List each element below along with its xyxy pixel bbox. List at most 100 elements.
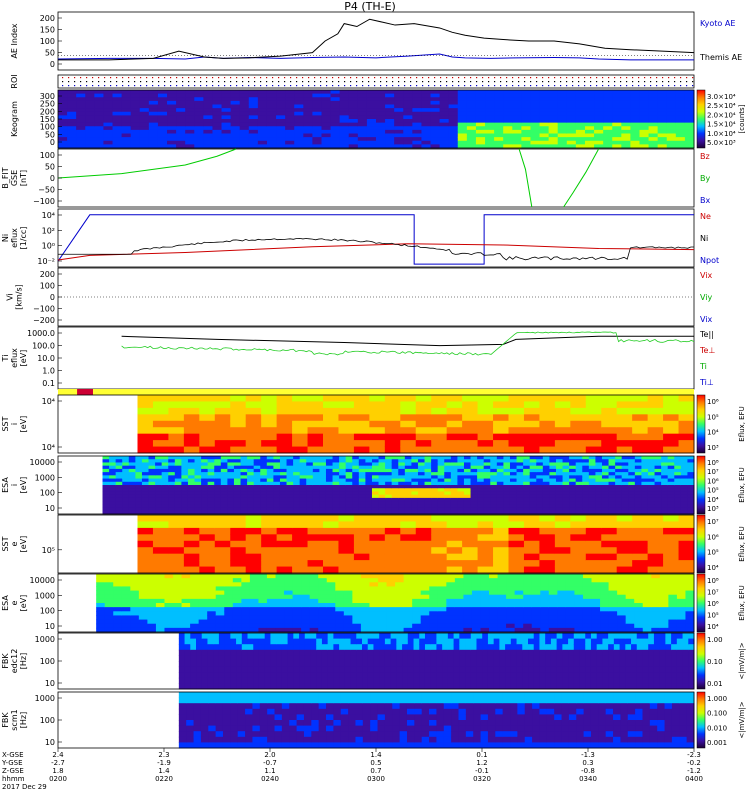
esa-i-cell: [293, 459, 301, 463]
esa-i-cell: [148, 478, 156, 483]
esa-i-cell: [536, 485, 544, 489]
sst-i-cell: [570, 446, 587, 454]
keogram-cell: [594, 93, 604, 98]
esa-e-cell: [266, 615, 277, 621]
keogram-cell: [412, 129, 422, 134]
esa-i-cell: [378, 504, 386, 509]
esa-i-cell: [615, 488, 623, 492]
sst-e-cell: [523, 547, 540, 555]
roi-dot: [380, 81, 382, 83]
esa-e-cell: [326, 607, 336, 612]
keogram-cell: [257, 144, 268, 149]
bfield-panel: [57, 148, 695, 208]
esa-e-cell: [258, 598, 268, 604]
esa-i-cell: [109, 488, 117, 492]
keogram-cell: [357, 111, 368, 116]
sst-e-cell: [477, 521, 494, 529]
keogram-cell: [630, 133, 640, 138]
esa-i-cell: [661, 494, 669, 499]
sst-i-cell: [400, 446, 417, 454]
esa-i-cell: [168, 501, 176, 505]
sst-i-cell: [632, 395, 649, 402]
esa-e-cell: [258, 611, 268, 616]
roi-dot: [590, 85, 592, 87]
keogram-cell: [539, 90, 550, 95]
sst-e-cell: [616, 560, 633, 568]
keogram-cell: [130, 104, 141, 109]
keogram-cell: [321, 108, 332, 113]
esa-i-cell: [615, 510, 623, 515]
esa-i-cell: [155, 485, 163, 489]
esa-e-cell: [232, 594, 242, 600]
esa-e-cell: [335, 627, 345, 633]
esa-i-cell: [325, 481, 334, 486]
fbk-edc-cell: [178, 672, 186, 679]
esa-i-cell: [483, 456, 491, 460]
keogram-cell: [203, 140, 213, 145]
esa-i-cell: [490, 494, 498, 499]
fbk-edc-cell: [287, 638, 294, 645]
keogram-cell: [503, 133, 513, 138]
esa-e-cell: [685, 611, 695, 616]
sst-i-cell: [477, 446, 494, 454]
keogram-cell: [312, 133, 322, 138]
fbk-edc-cell: [333, 649, 340, 656]
keogram-cell: [521, 115, 531, 120]
esa-i-cell: [161, 459, 169, 463]
esa-i-cell: [490, 491, 498, 496]
keogram-cell: [157, 129, 168, 134]
keogram-cell: [475, 90, 486, 95]
esa-i-cell: [201, 465, 209, 470]
esa-i-cell: [247, 468, 255, 473]
esa-i-cell: [562, 494, 570, 499]
esa-i-cell: [516, 478, 524, 483]
keogram-cell: [530, 119, 541, 124]
keogram-cell: [503, 97, 513, 102]
keogram-cell: [548, 133, 559, 138]
esa-i-cell: [233, 494, 242, 499]
esa-i-cell: [470, 465, 478, 470]
esa-i-cell: [115, 459, 123, 463]
roi-dot: [644, 85, 646, 87]
keogram-cell: [594, 90, 604, 95]
esa-i-cell: [187, 507, 196, 512]
esa-i-cell: [385, 497, 393, 502]
sst-e-cell: [245, 566, 262, 574]
esa-e-cell: [395, 623, 405, 629]
esa-i-cell: [523, 459, 531, 463]
esa-e-cell: [301, 594, 311, 600]
esa-i-cell: [102, 507, 110, 512]
keogram-cell: [148, 115, 159, 120]
roi-dot: [158, 81, 160, 83]
esa-i-cell: [247, 504, 255, 509]
roi-dot: [92, 77, 94, 79]
esa-i-cell: [155, 501, 163, 505]
keogram-cell: [439, 122, 450, 127]
keogram-cell: [448, 115, 459, 120]
sst-e-cell: [632, 560, 649, 568]
keogram-cell: [584, 129, 595, 134]
esa-i-cell: [181, 462, 189, 467]
esa-i-cell: [233, 462, 242, 467]
keogram-cell: [548, 111, 559, 116]
sst-e-cell: [183, 566, 200, 574]
esa-i-cell: [529, 465, 537, 470]
esa-i-cell: [621, 501, 629, 505]
sst-i-cell: [199, 440, 216, 448]
esa-e-cell: [540, 586, 550, 592]
keogram-cell: [257, 104, 268, 109]
esa-e-cell: [335, 615, 345, 621]
keogram-cell: [666, 140, 677, 145]
fbk-edc-cell: [339, 655, 346, 662]
keogram-cell: [167, 100, 177, 105]
keogram-cell: [67, 100, 77, 105]
esa-e-cell: [548, 578, 558, 583]
esa-i-cell: [647, 456, 656, 460]
esa-e-cell: [685, 623, 695, 629]
esa-i-cell: [490, 462, 498, 467]
esa-e-cell: [463, 607, 473, 612]
sst-e-cell: [168, 540, 185, 548]
esa-i-cell: [444, 494, 452, 499]
esa-e-cell: [104, 611, 114, 616]
keogram-cell: [85, 119, 95, 124]
